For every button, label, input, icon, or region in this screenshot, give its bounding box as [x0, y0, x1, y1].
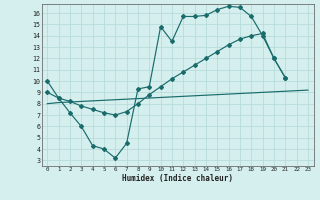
X-axis label: Humidex (Indice chaleur): Humidex (Indice chaleur) — [122, 174, 233, 183]
